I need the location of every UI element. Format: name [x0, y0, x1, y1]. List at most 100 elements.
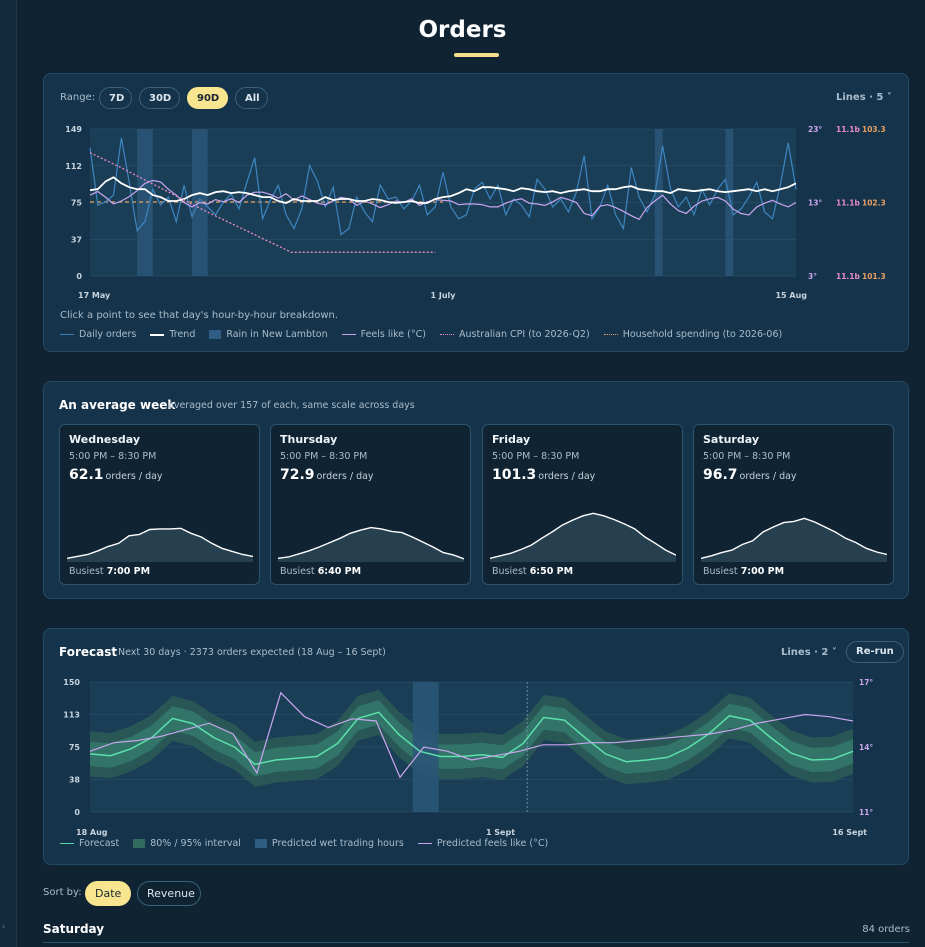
day-card-wednesday[interactable]: Wednesday 5:00 PM – 8:30 PM 62.1 orders /… [59, 424, 260, 585]
day-curve-area [701, 518, 887, 562]
line-swatch [603, 334, 618, 335]
y-tick-label: 113 [63, 711, 80, 720]
forecast-lines-toggle[interactable]: Lines · 2 ˅ [781, 647, 837, 658]
day-name: Thursday [280, 433, 338, 446]
daily-orders-line [89, 137, 797, 236]
group-count: 84 orders [862, 924, 910, 935]
right-tick-label: 11.1b [836, 125, 861, 134]
y-tick-label: 0 [74, 808, 80, 817]
y-tick-label: 75 [69, 743, 81, 752]
left-sidebar: › [0, 0, 17, 947]
line-swatch [439, 334, 454, 335]
day-curve-area [490, 513, 676, 562]
right-tick-label: 11.1b [836, 199, 861, 208]
day-curve-line [67, 527, 253, 559]
right-tick-label: 11° [859, 808, 873, 817]
x-tick-label: 15 Aug [775, 291, 807, 300]
average-week-title: An average week [59, 398, 176, 412]
day-curve-line [278, 526, 464, 560]
range-7d-button[interactable]: 7D [99, 87, 132, 109]
day-value: 101.3 orders / day [492, 467, 596, 483]
cpi-line [89, 152, 436, 253]
forecast-card: Forecast Next 30 days · 2373 orders expe… [43, 628, 909, 865]
history-hint: Click a point to see that day's hour-by-… [60, 310, 339, 321]
line-swatch [417, 843, 432, 844]
history-lines-toggle[interactable]: Lines · 5 ˅ [836, 92, 892, 103]
x-tick-label: 18 Aug [76, 828, 108, 837]
sidebar-handle-icon[interactable]: › [2, 922, 6, 931]
day-curve-line [490, 512, 676, 559]
history-lines-label: Lines · 5 [836, 92, 884, 103]
y-tick-label: 75 [71, 199, 83, 208]
y-tick-label: 38 [69, 776, 81, 785]
day-busiest: Busiest 7:00 PM [69, 566, 151, 577]
right-tick-label: 3° [808, 272, 817, 281]
day-busiest: Busiest 6:50 PM [492, 566, 574, 577]
day-name: Friday [492, 433, 531, 446]
day-curve [278, 526, 464, 562]
average-week-card: An average week averaged over 157 of eac… [43, 381, 909, 599]
day-hours: 5:00 PM – 8:30 PM [69, 451, 157, 462]
legend-predicted-feels-like[interactable]: Predicted feels like (°C) [417, 838, 548, 849]
legend-cpi[interactable]: Australian CPI (to 2026-Q2) [439, 329, 590, 340]
sort-revenue-button[interactable]: Revenue [137, 881, 201, 906]
range-30d-button[interactable]: 30D [139, 87, 180, 109]
y-tick-label: 112 [65, 162, 82, 171]
legend-feels-like[interactable]: Feels like (°C) [341, 329, 426, 340]
sort-date-button[interactable]: Date [85, 881, 131, 906]
x-tick-label: 16 Sept [832, 828, 867, 837]
day-value: 96.7 orders / day [703, 467, 797, 483]
x-tick-label: 1 July [431, 291, 457, 300]
trend-line [89, 176, 797, 204]
chevron-down-icon: ˅ [831, 647, 837, 658]
right-tick-label: 17° [859, 678, 873, 687]
box-swatch [254, 839, 267, 848]
day-hours: 5:00 PM – 8:30 PM [703, 451, 791, 462]
page-title: Orders [418, 17, 507, 43]
day-name: Wednesday [69, 433, 141, 446]
chevron-down-icon: ˅ [886, 92, 892, 103]
legend-daily-orders[interactable]: Daily orders [60, 329, 136, 340]
day-curve [67, 527, 253, 562]
day-value: 62.1 orders / day [69, 467, 163, 483]
line-swatch [341, 334, 356, 335]
day-curve-area [278, 527, 464, 562]
legend-trend[interactable]: Trend [150, 329, 195, 340]
day-curve [490, 512, 676, 562]
average-week-subtitle: averaged over 157 of each, same scale ac… [168, 400, 415, 411]
legend-forecast[interactable]: Forecast [60, 838, 119, 849]
range-90d-button[interactable]: 90D [187, 87, 228, 109]
legend-rain[interactable]: Rain in New Lambton [209, 329, 328, 340]
legend-wet-hours[interactable]: Predicted wet trading hours [254, 838, 404, 849]
y-tick-label: 37 [71, 235, 82, 244]
predicted-feels-like-line [89, 691, 854, 779]
group-title: Saturday [43, 922, 105, 936]
box-swatch [209, 330, 222, 339]
range-all-button[interactable]: All [235, 87, 268, 109]
y-tick-label: 149 [65, 125, 82, 134]
line-swatch [150, 333, 165, 336]
day-busiest: Busiest 6:40 PM [280, 566, 362, 577]
day-card-friday[interactable]: Friday 5:00 PM – 8:30 PM 101.3 orders / d… [482, 424, 683, 585]
day-hours: 5:00 PM – 8:30 PM [280, 451, 368, 462]
y-tick-label: 150 [63, 678, 80, 687]
right-tick-label: 101.3 [862, 272, 886, 281]
line-swatch [60, 843, 74, 844]
day-curve-area [67, 528, 253, 562]
forecast-chart[interactable]: 0 38 75 113 150 11° 14° 17° 18 Aug 1 Sept 16 Sept [44, 673, 908, 838]
range-label: Range: [60, 92, 96, 103]
history-legend: Daily orders Trend Rain in New Lambton F… [60, 329, 782, 340]
legend-interval[interactable]: 80% / 95% interval [133, 838, 241, 849]
legend-household-spending[interactable]: Household spending (to 2026-06) [603, 329, 782, 340]
line-swatch [60, 334, 74, 335]
day-card-thursday[interactable]: Thursday 5:00 PM – 8:30 PM 72.9 orders / … [270, 424, 471, 585]
right-tick-label: 13° [808, 199, 822, 208]
forecast-lines-label: Lines · 2 [781, 647, 829, 658]
right-tick-label: 14° [859, 743, 873, 752]
rerun-button[interactable]: Re-run [846, 641, 904, 663]
forecast-line [89, 711, 854, 766]
day-card-saturday[interactable]: Saturday 5:00 PM – 8:30 PM 96.7 orders / … [693, 424, 894, 585]
feels-like-line [89, 179, 797, 221]
box-swatch [133, 839, 146, 848]
history-chart[interactable]: 037751121493°13°23°11.1b11.1b11.1b101.31… [44, 119, 908, 319]
